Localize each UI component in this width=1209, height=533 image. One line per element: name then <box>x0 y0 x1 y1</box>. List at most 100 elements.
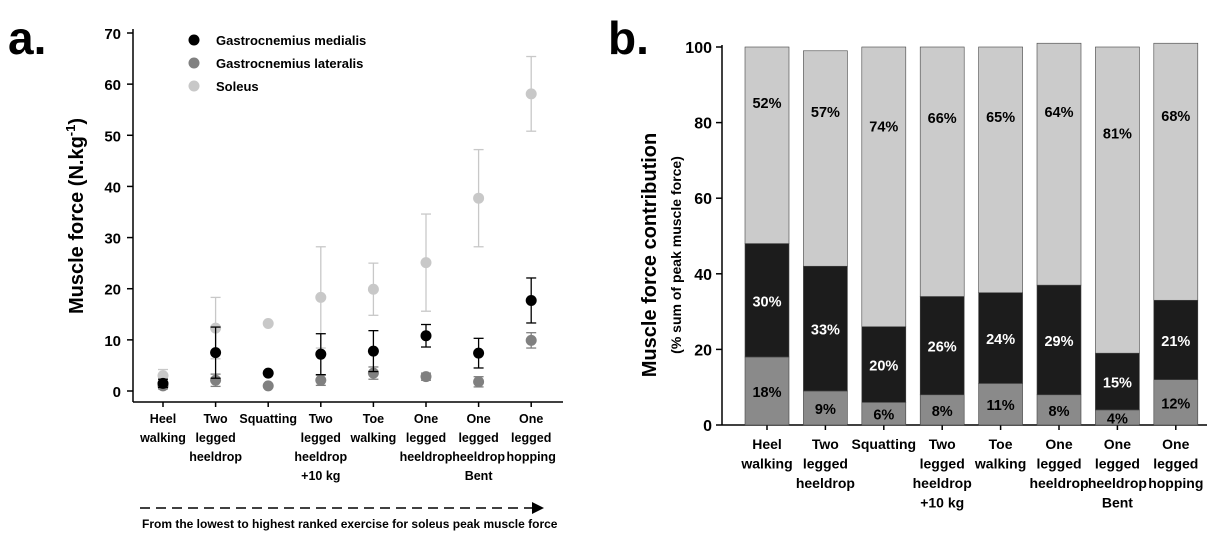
panel-b: b. Muscle force contribution (% sum of p… <box>608 12 1207 511</box>
bar-segment <box>803 50 848 267</box>
panel-b-x-tick-label-line: Heel <box>752 436 782 452</box>
panel-a-x-tick-label-line: legged <box>511 431 551 445</box>
bar-segment-label: 11% <box>986 398 1014 414</box>
data-point <box>210 347 222 359</box>
panel-b-x-tick-label: One legged hopping <box>1148 436 1203 491</box>
panel-a-y-tick-label: 70 <box>104 26 121 43</box>
panel-a-x-tick-label-line: legged <box>195 431 235 445</box>
panel-a-x-tick-label-line: Squatting <box>239 412 297 426</box>
panel-b-x-tick-label-line: Two <box>812 436 839 452</box>
bar-segment <box>978 46 1023 293</box>
panel-a-y-axis-label-sup: -1 <box>63 125 78 137</box>
stacked-bar: 8% 29% 64% <box>1036 42 1082 426</box>
bar-segment <box>1036 284 1082 396</box>
bar-segment <box>861 46 907 328</box>
data-point <box>210 374 222 386</box>
bar-segment-label: 9% <box>815 402 836 418</box>
data-point <box>262 380 274 392</box>
bar-segment <box>744 356 790 426</box>
bar-segment-label: 65% <box>986 110 1015 126</box>
panel-b-y-tick-label: 20 <box>694 342 712 359</box>
bar-segment-label: 26% <box>928 340 957 356</box>
panel-a-y-tick-label: 0 <box>113 384 121 401</box>
bar-segment-label: 21% <box>1161 334 1190 350</box>
panel-a-x-tick-label-line: One <box>519 412 543 426</box>
panel-a-x-tick-label-line: legged <box>458 431 498 445</box>
panel-b-label: b. <box>608 12 649 64</box>
legend-item: Gastrocnemius medialis <box>188 33 366 48</box>
panel-a-x-tick-label-line: Two <box>309 412 333 426</box>
panel-a-x-tick-label: One legged heeldrop Bent <box>452 412 505 483</box>
data-point <box>367 367 379 379</box>
panel-b-x-tick-label-line: One <box>1104 436 1131 452</box>
panel-a-x-tick-label-line: walking <box>349 431 396 445</box>
bar-segment <box>919 46 965 297</box>
panel-b-x-tick-label-line: +10 kg <box>920 495 964 511</box>
data-point <box>420 371 432 383</box>
panel-a-label: a. <box>8 12 46 64</box>
bar-segment <box>744 46 790 244</box>
panel-b-x-tick-label-line: legged <box>1095 456 1140 472</box>
panel-b-x-tick-label-line: legged <box>920 456 965 472</box>
panel-a-x-tick-label-line: Heel <box>150 412 176 426</box>
panel-a-x-tick-label-line: One <box>466 412 490 426</box>
panel-a-x-tick-label: Two legged heeldrop <box>189 412 242 464</box>
panel-b-x-tick-label-line: heeldrop <box>913 475 972 491</box>
panel-a-x-tick-label-line: Two <box>204 412 228 426</box>
panel-b-x-tick-label-line: One <box>1045 436 1072 452</box>
data-point <box>473 192 485 204</box>
data-point <box>525 88 537 100</box>
panel-a-x-tick-label-line: legged <box>406 431 446 445</box>
data-point <box>262 367 274 379</box>
panel-b-x-tick-label: One legged heeldrop Bent <box>1088 436 1147 511</box>
panel-a-x-tick-label-line: Toe <box>363 412 384 426</box>
panel-b-x-tick-label-line: legged <box>1153 456 1198 472</box>
panel-a-x-tick-label-line: One <box>414 412 438 426</box>
bar-segment-label: 30% <box>752 294 781 310</box>
panel-a-x-tick-label-line: walking <box>139 431 186 445</box>
bar-segment <box>919 394 965 426</box>
bar-segment <box>919 296 965 396</box>
data-point <box>315 374 327 386</box>
panel-b-x-tick-labels: Heel walking Two legged heeldrop Squatting Two… <box>740 436 1203 511</box>
panel-b-x-tick-label-line: hopping <box>1148 475 1203 491</box>
data-point <box>473 347 485 359</box>
panel-b-x-tick-label-line: walking <box>974 456 1026 472</box>
bar-segment-label: 64% <box>1044 105 1073 121</box>
bar-segment-label: 68% <box>1161 109 1190 125</box>
bar-segment-label: 18% <box>752 385 781 401</box>
panel-a-x-tick-label: Heel walking <box>139 412 186 445</box>
panel-a-x-tick-label-line: heeldrop <box>400 450 453 464</box>
stacked-bar: 9% 33% 57% <box>803 50 848 426</box>
bar-segment-label: 33% <box>811 323 840 339</box>
ranking-arrow <box>140 502 544 514</box>
stacked-bar: 12% 21% 68% <box>1153 42 1199 426</box>
bar-segment-label: 8% <box>1049 404 1070 420</box>
panel-b-x-tick-label: Toe walking <box>974 436 1026 472</box>
panel-b-bars: 18% 30% 52% 9% 33% 57% 6% 20% 74% 8% 26% 66% 11% 24% 6… <box>744 42 1199 427</box>
data-point <box>157 377 169 389</box>
stacked-bar: 18% 30% 52% <box>744 46 790 426</box>
bar-segment-label: 15% <box>1103 376 1132 392</box>
data-point <box>420 330 432 342</box>
bar-segment <box>1095 46 1140 354</box>
panel-b-y-axis-label: Muscle force contribution <box>639 133 661 377</box>
data-point <box>315 291 327 303</box>
panel-b-x-tick-label-line: Squatting <box>852 436 917 452</box>
series-gastrocnemius-lateralis <box>157 332 537 392</box>
panel-b-x-tick-label-line: Two <box>929 436 956 452</box>
panel-a-x-tick-label: One legged hopping <box>507 412 556 464</box>
data-point <box>315 348 327 360</box>
panel-b-axes: 0 20 40 60 80 100 <box>685 40 1207 435</box>
ranking-arrow-caption: From the lowest to highest ranked exerci… <box>142 517 558 531</box>
bar-segment-label: 20% <box>869 359 898 375</box>
data-point <box>473 376 485 388</box>
panel-a-x-tick-label: One legged heeldrop <box>400 412 453 464</box>
series-gastrocnemius-medialis <box>157 277 537 389</box>
bar-segment-label: 57% <box>811 105 840 121</box>
panel-a-x-tick-label-line: heeldrop <box>189 450 242 464</box>
bar-segment <box>978 383 1023 426</box>
series-soleus <box>157 55 537 383</box>
legend-marker <box>188 34 200 46</box>
